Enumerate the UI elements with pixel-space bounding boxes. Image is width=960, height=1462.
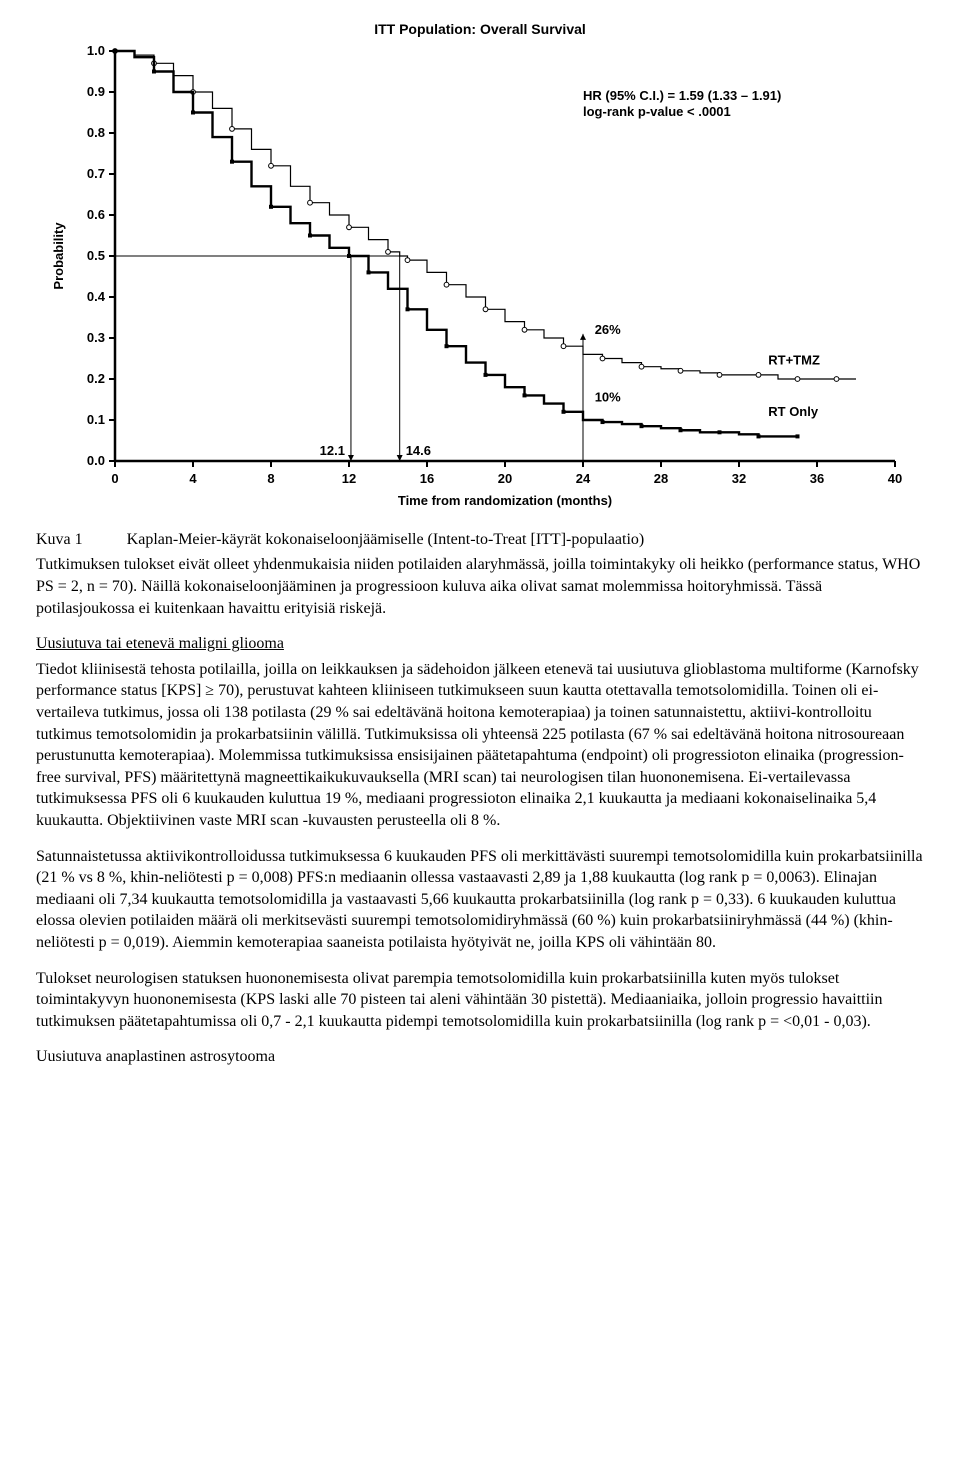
svg-text:12.1: 12.1 — [320, 443, 345, 458]
svg-text:0.4: 0.4 — [87, 289, 106, 304]
svg-text:8: 8 — [267, 471, 274, 486]
svg-text:14.6: 14.6 — [406, 443, 431, 458]
svg-text:16: 16 — [420, 471, 434, 486]
svg-text:0: 0 — [111, 471, 118, 486]
svg-text:12: 12 — [342, 471, 356, 486]
svg-text:1.0: 1.0 — [87, 43, 105, 58]
paragraph-1: Tutkimuksen tulokset eivät olleet yhdenm… — [36, 554, 924, 619]
svg-text:36: 36 — [810, 471, 824, 486]
figure-caption-row: Kuva 1 Kaplan-Meier-käyrät kokonaiseloon… — [36, 529, 924, 551]
section-title-2: Uusiutuva anaplastinen astrosytooma — [36, 1046, 924, 1068]
svg-text:20: 20 — [498, 471, 512, 486]
section-title-1: Uusiutuva tai etenevä maligni gliooma — [36, 633, 924, 655]
chart-title: ITT Population: Overall Survival — [45, 20, 915, 39]
svg-text:28: 28 — [654, 471, 668, 486]
svg-text:Probability: Probability — [51, 222, 66, 290]
km-svg: 0.0 0.1 0.2 0.3 0.4 0.5 0.6 0.7 0.8 0.9 1.0 0 4 8 12 16… — [45, 41, 915, 511]
svg-text:0.9: 0.9 — [87, 84, 105, 99]
svg-text:Time from randomization (month: Time from randomization (months) — [398, 493, 612, 508]
svg-text:0.1: 0.1 — [87, 412, 105, 427]
svg-text:0.8: 0.8 — [87, 125, 105, 140]
paragraph-3: Satunnaistetussa aktiivikontrolloidussa … — [36, 846, 924, 954]
svg-text:4: 4 — [189, 471, 197, 486]
svg-text:0.5: 0.5 — [87, 248, 105, 263]
svg-text:RT+TMZ: RT+TMZ — [768, 353, 820, 368]
svg-text:0.0: 0.0 — [87, 453, 105, 468]
svg-text:32: 32 — [732, 471, 746, 486]
svg-text:0.6: 0.6 — [87, 207, 105, 222]
svg-text:0.7: 0.7 — [87, 166, 105, 181]
svg-text:RT Only: RT Only — [768, 404, 819, 419]
svg-text:40: 40 — [888, 471, 902, 486]
paragraph-4: Tulokset neurologisen statuksen huononem… — [36, 968, 924, 1033]
figure-label: Kuva 1 — [36, 529, 83, 551]
km-chart: ITT Population: Overall Survival 0.00.10… — [45, 20, 915, 511]
svg-text:0.2: 0.2 — [87, 371, 105, 386]
svg-text:log-rank p-value < .0001: log-rank p-value < .0001 — [583, 104, 731, 119]
svg-text:24: 24 — [576, 471, 591, 486]
svg-text:26%: 26% — [595, 322, 621, 337]
svg-text:0.3: 0.3 — [87, 330, 105, 345]
svg-text:10%: 10% — [595, 389, 621, 404]
svg-text:HR (95% C.I.) = 1.59 (1.33 – 1: HR (95% C.I.) = 1.59 (1.33 – 1.91) — [583, 88, 781, 103]
paragraph-2: Tiedot kliinisestä tehosta potilailla, j… — [36, 659, 924, 832]
figure-caption: Kaplan-Meier-käyrät kokonaiseloonjäämise… — [127, 531, 645, 548]
